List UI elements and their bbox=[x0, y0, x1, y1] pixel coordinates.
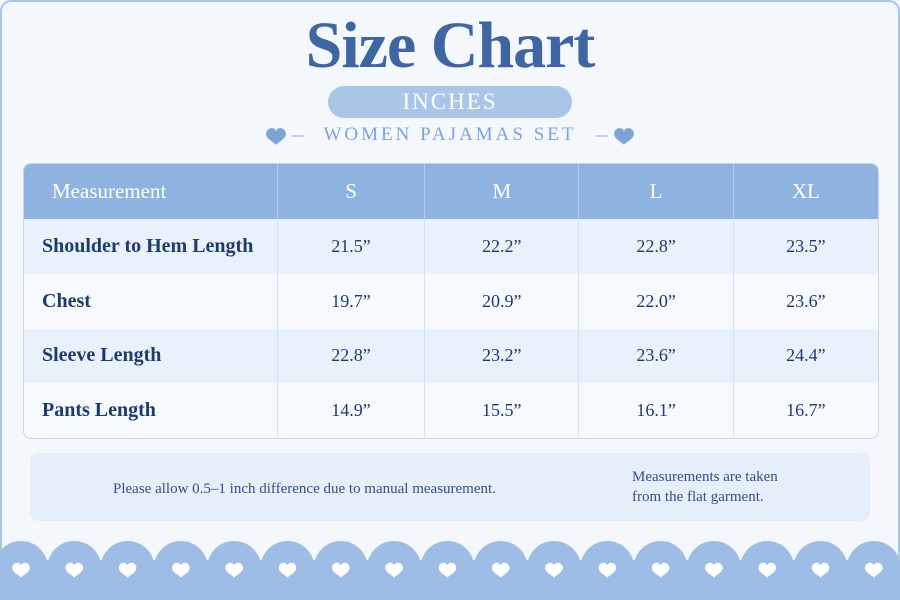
table-cell: 19.7” bbox=[276, 273, 424, 329]
table-cell: 23.6” bbox=[578, 328, 732, 384]
table-row: Measurement S M L XL bbox=[24, 164, 878, 219]
table-cell: L bbox=[578, 164, 732, 219]
table-cell: 14.9” bbox=[276, 383, 424, 438]
table-cell: S bbox=[276, 164, 424, 219]
subtitle: WOMEN PAJAMAS SET bbox=[323, 124, 577, 145]
table-cell: 16.7” bbox=[732, 383, 878, 438]
table-cell: 22.2” bbox=[424, 219, 578, 274]
table-row: Pants Length 14.9” 15.5” 16.1” 16.7” bbox=[24, 383, 878, 438]
note: Measurements are taken bbox=[632, 469, 778, 485]
table-cell: 21.5” bbox=[276, 219, 424, 274]
table-cell: 24.4” bbox=[732, 328, 878, 384]
note: Please allow 0.5–1 inch difference due t… bbox=[113, 481, 496, 497]
table-cell: 23.6” bbox=[732, 273, 878, 329]
table-row: Shoulder to Hem Length 21.5” 22.2” 22.8” 23.… bbox=[24, 219, 878, 274]
notes-box: Please allow 0.5–1 inch difference due t… bbox=[30, 453, 870, 521]
table-cell: XL bbox=[732, 164, 878, 219]
unit-pill: INCHES bbox=[328, 86, 572, 118]
table-cell: 22.8” bbox=[276, 328, 424, 384]
table-cell: M bbox=[424, 164, 578, 219]
table-cell: Shoulder to Hem Length bbox=[42, 234, 254, 257]
table-cell: 22.8” bbox=[578, 219, 732, 274]
size-table: Measurement S M L XL Shoulder to Hem Length 21… bbox=[23, 163, 879, 439]
note: from the flat garment. bbox=[632, 489, 764, 505]
table-cell: 23.2” bbox=[424, 328, 578, 384]
table-cell: 16.1” bbox=[578, 383, 732, 438]
title: Size Chart bbox=[305, 9, 596, 82]
table-cell: 22.0” bbox=[578, 273, 732, 329]
table-cell: Chest bbox=[42, 289, 91, 312]
table-cell: Pants Length bbox=[42, 399, 156, 422]
table-row: Chest 19.7” 20.9” 22.0” 23.6” bbox=[24, 273, 878, 329]
table-cell: Sleeve Length bbox=[42, 344, 162, 367]
table-cell: 20.9” bbox=[424, 273, 578, 329]
table-cell: 15.5” bbox=[424, 383, 578, 438]
table-cell: Measurement bbox=[52, 179, 167, 203]
table-row: Sleeve Length 22.8” 23.2” 23.6” 24.4” bbox=[24, 328, 878, 384]
table-cell: 23.5” bbox=[732, 219, 878, 274]
